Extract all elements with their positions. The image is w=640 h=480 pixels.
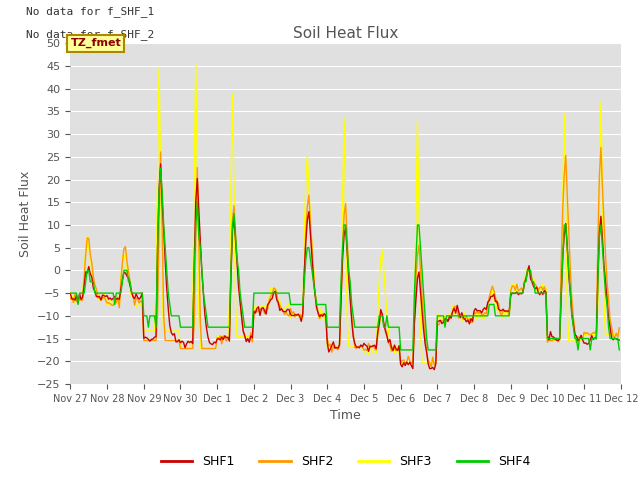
X-axis label: Time: Time xyxy=(330,409,361,422)
Text: No data for f_SHF_1: No data for f_SHF_1 xyxy=(26,6,155,17)
Text: TZ_fmet: TZ_fmet xyxy=(70,38,121,48)
Text: No data for f_SHF_2: No data for f_SHF_2 xyxy=(26,30,155,40)
Y-axis label: Soil Heat Flux: Soil Heat Flux xyxy=(19,170,31,257)
Legend: SHF1, SHF2, SHF3, SHF4: SHF1, SHF2, SHF3, SHF4 xyxy=(156,450,535,473)
Title: Soil Heat Flux: Soil Heat Flux xyxy=(293,25,398,41)
